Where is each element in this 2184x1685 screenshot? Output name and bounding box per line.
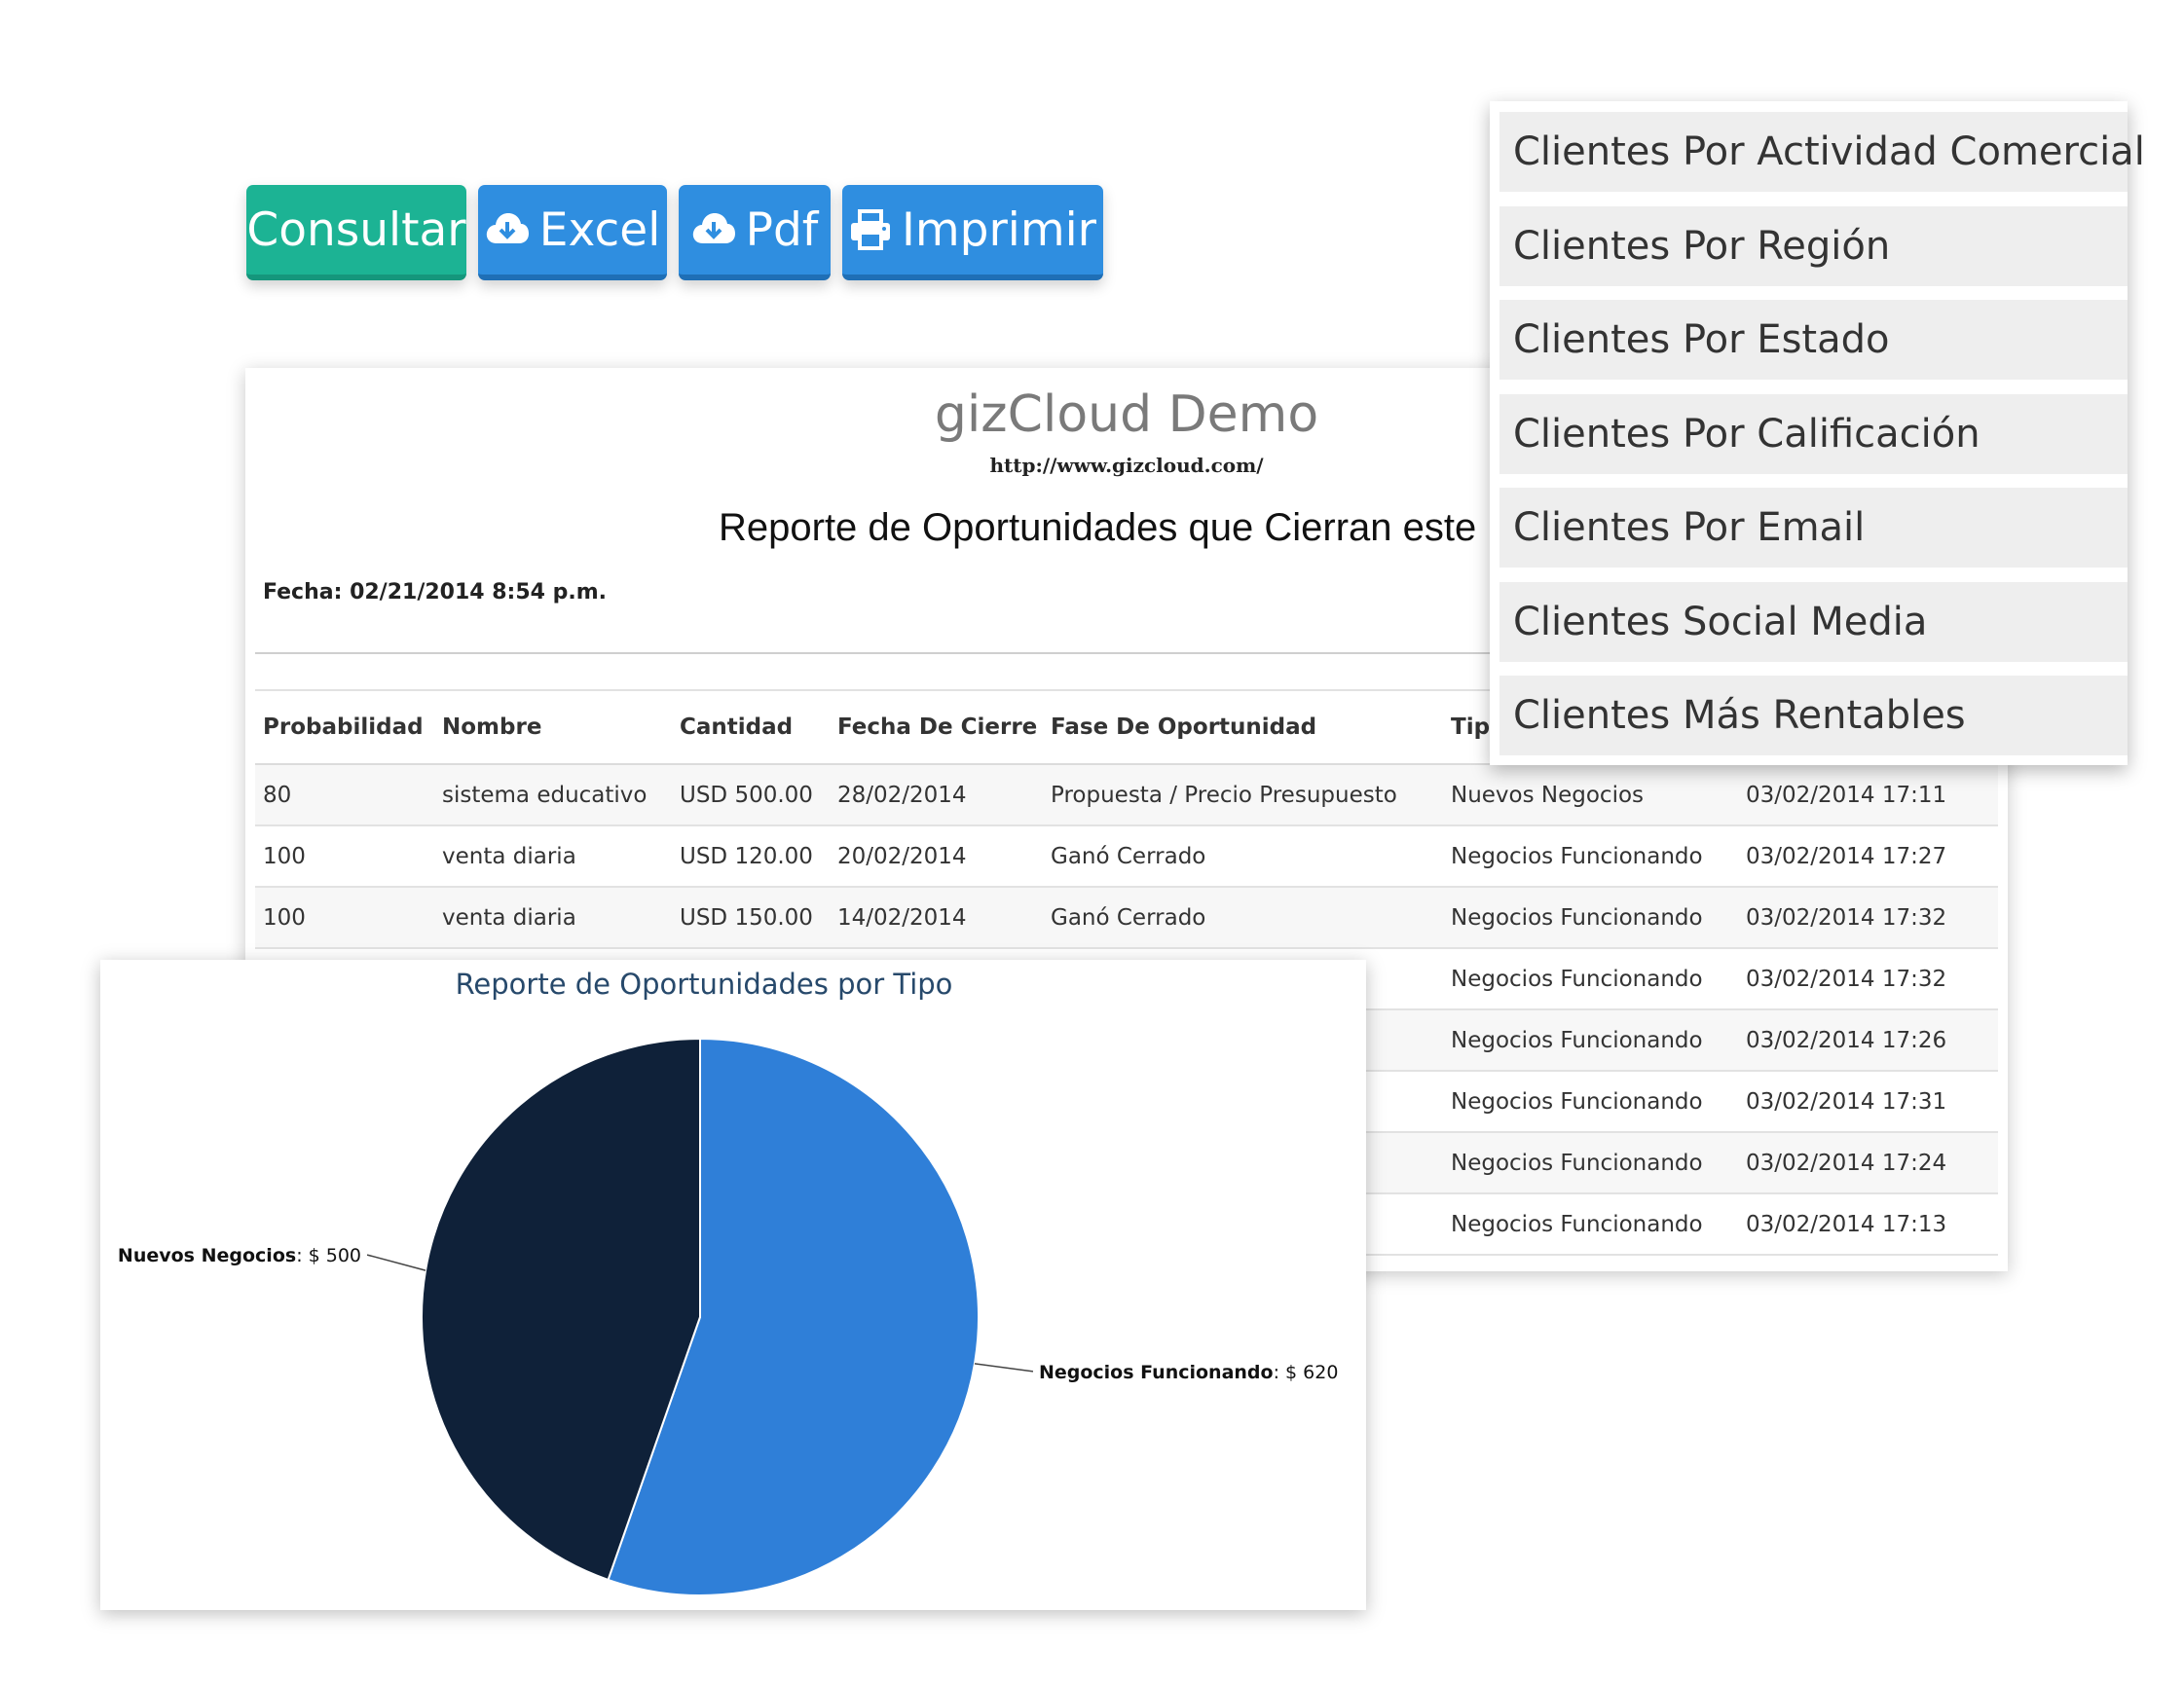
cell: 03/02/2014 17:24 [1738, 1132, 1998, 1194]
cell: venta diaria [434, 887, 672, 949]
pie-chart: Reporte de Oportunidades por Tipo Negoci… [118, 968, 1338, 1596]
cell: Ganó Cerrado [1043, 887, 1443, 949]
cell: Negocios Funcionando [1443, 1132, 1738, 1194]
cell: 03/02/2014 17:27 [1738, 825, 1998, 888]
cell: 03/02/2014 17:13 [1738, 1193, 1998, 1256]
cell: Propuesta / Precio Presupuesto [1043, 764, 1443, 826]
pie-leader-line [366, 1254, 426, 1271]
cell: USD 500.00 [672, 764, 830, 826]
menu-item-actividad-comercial[interactable]: Clientes Por Actividad Comercial [1499, 112, 2145, 192]
excel-label: Excel [538, 202, 661, 257]
divider [255, 652, 1998, 654]
menu-item-mas-rentables[interactable]: Clientes Más Rentables [1499, 676, 2128, 755]
menu-item-calificacion[interactable]: Clientes Por Calificación [1499, 393, 2128, 474]
menu-item-region[interactable]: Clientes Por Región [1499, 205, 2128, 286]
col-cantidad: Cantidad [672, 689, 830, 765]
excel-button[interactable]: Excel [478, 185, 667, 280]
col-nombre: Nombre [434, 689, 672, 765]
cell: Negocios Funcionando [1443, 948, 1738, 1010]
cell: Negocios Funcionando [1443, 1009, 1738, 1072]
col-probabilidad: Probabilidad [255, 689, 434, 765]
pie-chart-panel: Reporte de Oportunidades por Tipo Negoci… [100, 960, 1366, 1610]
company-url: http://www.gizcloud.com/ [989, 454, 1264, 477]
printer-icon [849, 209, 892, 250]
col-fecha-cierre: Fecha De Cierre [830, 689, 1043, 765]
cell: Nuevos Negocios [1443, 764, 1738, 826]
cloud-download-icon [485, 210, 530, 249]
menu-item-estado[interactable]: Clientes Por Estado [1499, 300, 2128, 380]
cell: 03/02/2014 17:32 [1738, 948, 1998, 1010]
cell: 14/02/2014 [830, 887, 1043, 949]
cell: 100 [255, 887, 434, 949]
imprimir-label: Imprimir [901, 202, 1097, 257]
cell: Negocios Funcionando [1443, 1193, 1738, 1256]
cell: 20/02/2014 [830, 825, 1043, 888]
imprimir-button[interactable]: Imprimir [842, 185, 1103, 280]
cell: 80 [255, 764, 434, 826]
cell: USD 120.00 [672, 825, 830, 888]
cell: 03/02/2014 17:32 [1738, 887, 1998, 949]
cell: venta diaria [434, 825, 672, 888]
table-row: 80 sistema educativo USD 500.00 28/02/20… [255, 764, 1998, 826]
pie-slice-nuevos-negocios [421, 1037, 701, 1582]
cell: USD 150.00 [672, 887, 830, 949]
cell: Ganó Cerrado [1043, 825, 1443, 888]
col-fase: Fase De Oportunidad [1043, 689, 1443, 765]
table-row: 100 venta diaria USD 150.00 14/02/2014 G… [255, 887, 1998, 949]
report-title: Reporte de Oportunidades que Cierran est… [719, 506, 1520, 549]
menu-item-social-media[interactable]: Clientes Social Media [1499, 581, 2128, 662]
cloud-download-icon [691, 210, 736, 249]
pdf-button[interactable]: Pdf [679, 185, 831, 280]
cell: Negocios Funcionando [1443, 1071, 1738, 1133]
report-toolbar: Consultar Excel Pdf Imprimir [246, 185, 1103, 280]
chart-title: Reporte de Oportunidades por Tipo [456, 968, 953, 1001]
cell: 03/02/2014 17:31 [1738, 1071, 1998, 1133]
consultar-label: Consultar [246, 202, 466, 257]
cell: 03/02/2014 17:11 [1738, 764, 1998, 826]
cell: 28/02/2014 [830, 764, 1043, 826]
pie-leader-line [974, 1363, 1034, 1373]
cell: 03/02/2014 17:26 [1738, 1009, 1998, 1072]
consultar-button[interactable]: Consultar [246, 185, 466, 280]
cell: Negocios Funcionando [1443, 825, 1738, 888]
cell: Negocios Funcionando [1443, 887, 1738, 949]
pdf-label: Pdf [745, 202, 819, 257]
menu-item-email[interactable]: Clientes Por Email [1499, 488, 2128, 568]
company-name: gizCloud Demo [934, 385, 1319, 444]
pie-data-label: Negocios Funcionando: $ 620 [1039, 1362, 1338, 1383]
report-date: Fecha: 02/21/2014 8:54 p.m. [263, 580, 608, 604]
clients-report-menu: Clientes Por Actividad Comercial Cliente… [1490, 101, 2145, 765]
cell: sistema educativo [434, 764, 672, 826]
table-row: 100 venta diaria USD 120.00 20/02/2014 G… [255, 825, 1998, 888]
pie-data-label: Nuevos Negocios: $ 500 [118, 1245, 361, 1266]
cell: 100 [255, 825, 434, 888]
